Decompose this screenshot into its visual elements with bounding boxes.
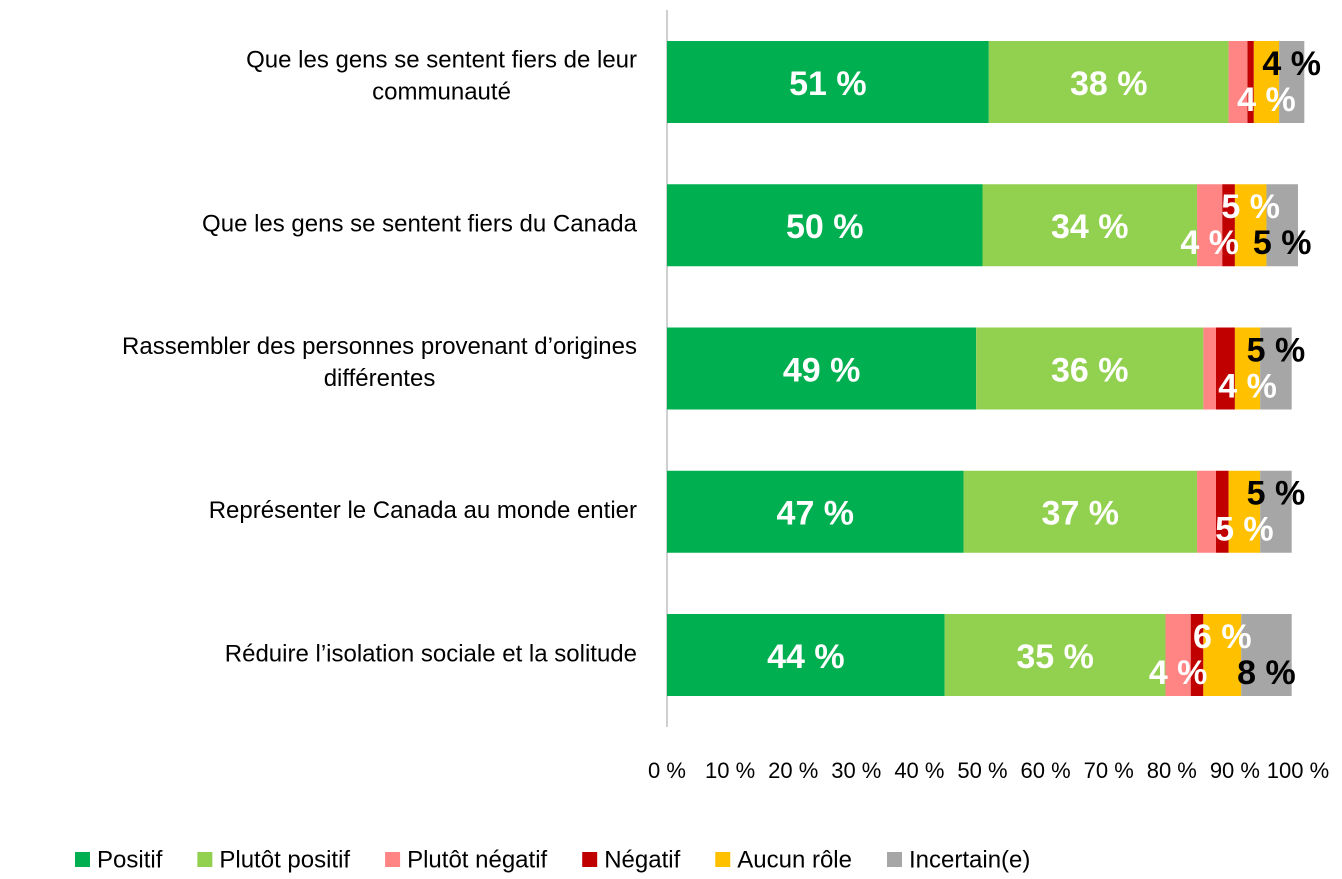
category-label: Que les gens se sentent fiers du Canada (202, 211, 638, 238)
legend-label: Aucun rôle (737, 846, 852, 873)
bar-segment (667, 41, 989, 123)
bar-segment (1228, 470, 1261, 553)
x-tick-label: 80 % (1147, 758, 1197, 783)
x-tick-label: 20 % (768, 758, 818, 783)
data-label: 4 % (1237, 81, 1296, 119)
bar-segment (667, 470, 964, 553)
data-label: 50 % (786, 208, 864, 246)
legend-label: Plutôt négatif (407, 846, 547, 873)
x-tick-label: 100 % (1267, 758, 1329, 783)
data-label: 49 % (783, 351, 861, 389)
bar-segment (1260, 470, 1292, 553)
bar-segment (1253, 41, 1280, 123)
data-label: 5 % (1253, 224, 1312, 262)
data-label: 36 % (1051, 351, 1129, 389)
data-label: 5 % (1215, 511, 1274, 549)
data-label: 5 % (1247, 331, 1306, 369)
category-label: Représenter le Canada au monde entier (209, 497, 637, 524)
bar-segment (1234, 327, 1261, 410)
x-tick-label: 10 % (705, 758, 755, 783)
data-label: 38 % (1070, 65, 1148, 103)
bar-segment (1247, 41, 1254, 123)
data-label: 34 % (1051, 208, 1129, 246)
data-label: 5 % (1221, 188, 1280, 226)
bar-segment (1190, 614, 1204, 696)
legend-label: Incertain(e) (909, 846, 1030, 873)
category-label: communauté (372, 78, 511, 105)
bar-segment (1260, 327, 1292, 410)
data-label: 37 % (1042, 495, 1120, 533)
category-label: Rassembler des personnes provenant d’ori… (122, 333, 637, 360)
bar-segment (1215, 327, 1235, 410)
bar-segment (1279, 41, 1305, 123)
x-tick-label: 30 % (831, 758, 881, 783)
data-label: 8 % (1237, 654, 1296, 692)
data-label: 51 % (789, 65, 867, 103)
legend-label: Négatif (604, 846, 680, 873)
legend-swatch (582, 852, 598, 867)
bar-segment (1197, 184, 1223, 267)
data-label: 5 % (1247, 475, 1306, 513)
bar-segment (1222, 184, 1235, 267)
data-label: 4 % (1180, 224, 1239, 262)
bar-segment (667, 327, 977, 410)
x-tick-label: 70 % (1084, 758, 1134, 783)
legend-swatch (197, 852, 213, 867)
data-label: 35 % (1016, 638, 1094, 676)
bar-segment (1228, 41, 1248, 123)
data-label: 4 % (1262, 45, 1321, 83)
bar-segment (963, 470, 1198, 553)
bar-segment (1266, 184, 1298, 267)
legend-swatch (385, 852, 401, 867)
bar-segment (1203, 614, 1242, 696)
x-tick-label: 90 % (1210, 758, 1260, 783)
bar-segment (944, 614, 1166, 696)
category-label: différentes (324, 365, 436, 392)
legend-swatch (887, 852, 902, 867)
bar-segment (982, 184, 1198, 267)
x-tick-label: 50 % (957, 758, 1007, 783)
category-label: Que les gens se sentent fiers de leur (246, 46, 637, 73)
bar-segment (667, 184, 983, 267)
x-tick-label: 40 % (894, 758, 944, 783)
bar-segment (988, 41, 1229, 123)
bar-segment (1197, 470, 1216, 553)
data-label: 4 % (1218, 367, 1277, 405)
bar-segment (976, 327, 1204, 410)
bar-segment (1165, 614, 1191, 696)
data-label: 6 % (1193, 618, 1252, 656)
legend-swatch (75, 852, 90, 867)
bar-segment (667, 614, 945, 696)
bar-segment (1215, 470, 1229, 553)
legend-label: Positif (97, 846, 163, 873)
data-label: 44 % (767, 638, 845, 676)
legend-swatch (715, 852, 731, 867)
category-label: Réduire l’isolation sociale et la solitu… (225, 640, 637, 667)
data-label: 4 % (1149, 654, 1208, 692)
bar-segment (1203, 327, 1216, 410)
bar-segment (1234, 184, 1267, 267)
legend-label: Plutôt positif (219, 846, 350, 873)
bar-segment (1241, 614, 1292, 696)
x-tick-label: 0 % (648, 758, 686, 783)
x-tick-label: 60 % (1021, 758, 1071, 783)
data-label: 47 % (777, 495, 855, 533)
